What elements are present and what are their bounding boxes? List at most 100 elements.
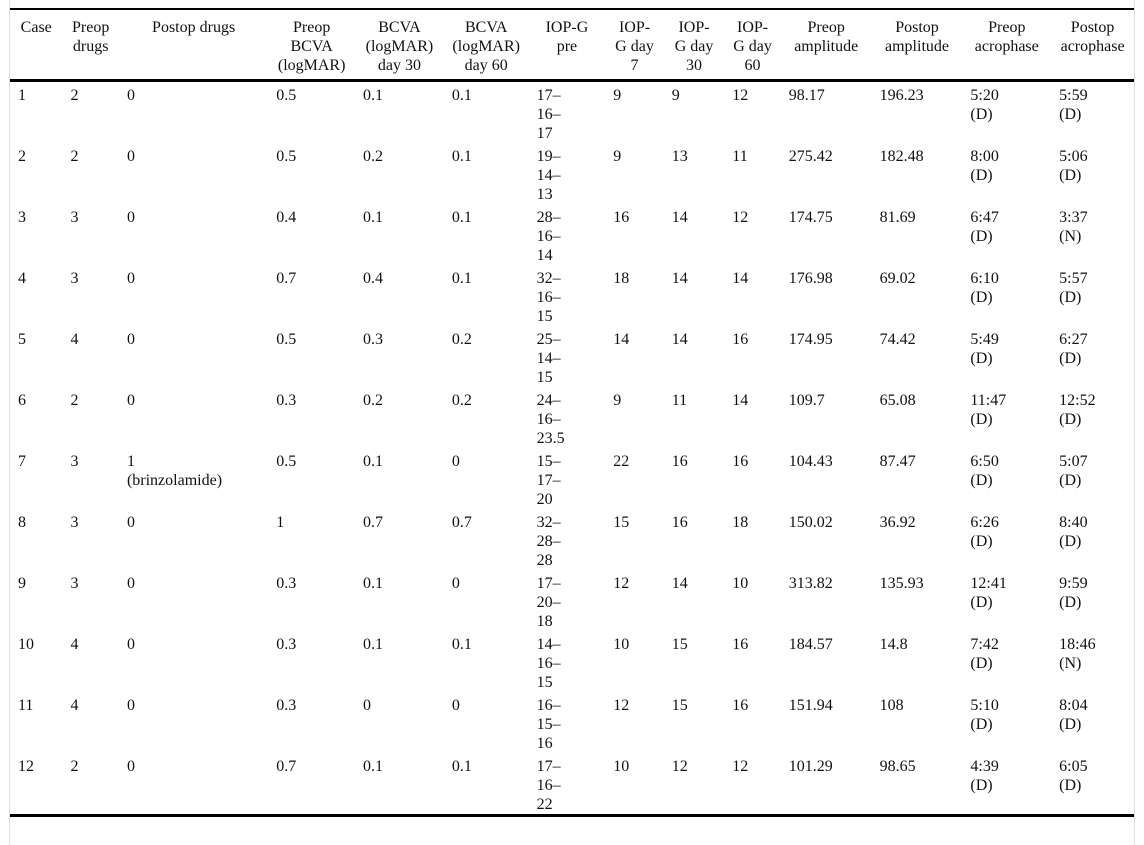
table-cell: 0.7 [363, 514, 384, 531]
table-cell: 18 [613, 270, 630, 287]
table-cell: 6:05 (D) [1059, 758, 1088, 794]
table-cell: 81.69 [879, 209, 916, 226]
table-cell: 11:47 (D) [970, 392, 1007, 428]
table-row: 11 4 0 0.3 0 0 16– 15– 16 12 15 16 151.94 108 5:10 (… [10, 692, 1134, 753]
table-body: 1 2 0 0.5 0.1 0.1 17– 16– 17 9 9 12 98.17 196.23 5:2… [10, 81, 1134, 816]
column-header: IOP- G day 7 [605, 9, 664, 82]
table-cell: 6:27 (D) [1059, 331, 1088, 367]
table-cell: 0.2 [363, 392, 384, 409]
table-cell: 14 [671, 209, 688, 226]
table-cell: 5:59 (D) [1059, 87, 1088, 123]
table-cell: 69.02 [879, 270, 916, 287]
table-cell: 0.2 [451, 331, 472, 348]
table-cell: 0.1 [451, 636, 472, 653]
table-cell: 2 [70, 148, 79, 165]
table-cell: 6:10 (D) [970, 270, 999, 306]
table-cell: 4 [70, 697, 79, 714]
table-cell: 0.3 [276, 636, 297, 653]
column-header: Case [10, 9, 63, 82]
table-cell: 0 [451, 575, 460, 592]
table-row: 7 3 1 (brinzolamide) 0.5 0.1 0 15– 17– 20 22 16 1… [10, 448, 1134, 509]
table-cell: 0.5 [276, 87, 297, 104]
table-row: 6 2 0 0.3 0.2 0.2 24– 16– 23.5 9 11 14 109.7 65.08 1… [10, 387, 1134, 448]
table-row: 1 2 0 0.5 0.1 0.1 17– 16– 17 9 9 12 98.17 196.23 5:2… [10, 81, 1134, 144]
table-cell: 16 [671, 453, 688, 470]
table-cell: 0.1 [363, 209, 384, 226]
table-cell: 0.7 [276, 270, 297, 287]
table-cell: 32– 16– 15 [536, 270, 561, 325]
table-cell: 16 [732, 636, 749, 653]
table-cell: 4:39 (D) [970, 758, 999, 794]
table-cell: 12:41 (D) [970, 575, 1007, 611]
table-cell: 4 [70, 636, 79, 653]
table-cell: 9 [613, 148, 622, 165]
table-cell: 0.1 [451, 209, 472, 226]
table-cell: 0 [451, 453, 460, 470]
table-cell: 12 [732, 209, 749, 226]
table-cell: 17– 16– 17 [536, 87, 561, 142]
table-cell: 1 [18, 87, 26, 104]
table-cell: 0.3 [363, 331, 384, 348]
table-cell: 0 [126, 514, 135, 531]
table-cell: 10 [613, 758, 630, 775]
column-header: IOP- G day 60 [724, 9, 781, 82]
table-cell: 0.1 [451, 270, 472, 287]
table-cell: 8:04 (D) [1059, 697, 1088, 733]
table-cell: 15 [671, 697, 688, 714]
table-header: Case Preop drugs Postop drugs Preop BCVA (l… [10, 9, 1134, 82]
table-cell: 24– 16– 23.5 [536, 392, 565, 447]
column-header: Preop drugs [62, 9, 119, 82]
table-cell: 0.5 [276, 331, 297, 348]
table-cell: 14 [732, 392, 749, 409]
table-cell: 275.42 [788, 148, 833, 165]
table-cell: 14 [671, 331, 688, 348]
table-cell: 1 (brinzolamide) [126, 453, 223, 489]
table-cell: 5:57 (D) [1059, 270, 1088, 306]
column-header: BCVA (logMAR) day 60 [443, 9, 529, 82]
table-cell: 11 [732, 148, 748, 165]
column-header: Postop acrophase [1051, 9, 1134, 82]
table-cell: 9 [613, 87, 622, 104]
table-cell: 98.17 [788, 87, 825, 104]
table-cell: 0.3 [276, 575, 297, 592]
table-cell: 18:46 (N) [1059, 636, 1096, 672]
table-row: 10 4 0 0.3 0.1 0.1 14– 16– 15 10 15 16 184.57 14.8 7… [10, 631, 1134, 692]
table-cell: 0.7 [451, 514, 472, 531]
table-cell: 3 [18, 209, 26, 226]
table-frame: Case Preop drugs Postop drugs Preop BCVA (l… [9, 0, 1135, 845]
table-cell: 12 [18, 758, 34, 775]
column-header: Preop BCVA (logMAR) [268, 9, 356, 82]
table-cell: 5:49 (D) [970, 331, 999, 367]
table-cell: 10 [613, 636, 630, 653]
table-cell: 32– 28– 28 [536, 514, 561, 569]
table-cell: 0 [126, 87, 135, 104]
column-header: IOP- G day 30 [663, 9, 725, 82]
table-cell: 0.1 [363, 636, 384, 653]
table-cell: 0.7 [276, 758, 297, 775]
header-row: Case Preop drugs Postop drugs Preop BCVA (l… [10, 9, 1134, 82]
table-cell: 65.08 [879, 392, 916, 409]
table-cell: 16 [732, 697, 749, 714]
table-cell: 0.5 [276, 148, 297, 165]
table-row: 3 3 0 0.4 0.1 0.1 28– 16– 14 16 14 12 174.75 81.69 6… [10, 204, 1134, 265]
table-cell: 14 [671, 270, 688, 287]
table-cell: 3 [70, 575, 79, 592]
table-cell: 36.92 [879, 514, 916, 531]
column-header: Postop drugs [118, 9, 269, 82]
table-cell: 196.23 [879, 87, 924, 104]
table-cell: 6:26 (D) [970, 514, 999, 550]
table-cell: 74.42 [879, 331, 916, 348]
table-cell: 12 [613, 575, 630, 592]
table-cell: 16 [732, 331, 749, 348]
table-row: 2 2 0 0.5 0.2 0.1 19– 14– 13 9 13 11 275.42 182.48 8… [10, 143, 1134, 204]
table-cell: 0.3 [276, 392, 297, 409]
table-cell: 0 [363, 697, 372, 714]
table-cell: 176.98 [788, 270, 833, 287]
table-cell: 0.1 [451, 87, 472, 104]
column-header: IOP-G pre [528, 9, 606, 82]
table-cell: 0 [126, 636, 135, 653]
table-cell: 11 [671, 392, 688, 409]
column-header: Preop amplitude [780, 9, 872, 82]
table-cell: 0 [126, 758, 135, 775]
